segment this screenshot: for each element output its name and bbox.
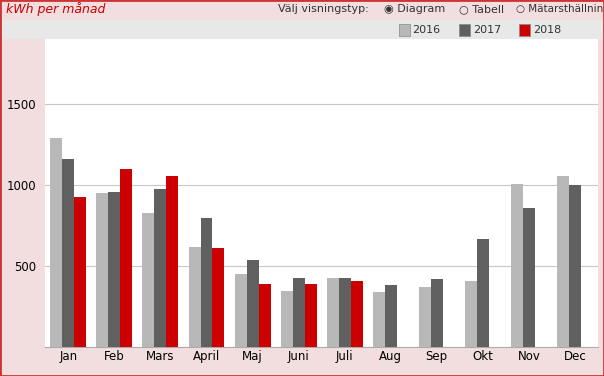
Bar xyxy=(399,24,410,36)
Bar xyxy=(351,281,362,347)
Bar xyxy=(519,24,530,36)
Bar xyxy=(465,281,477,347)
Bar xyxy=(259,284,271,347)
Text: 2016: 2016 xyxy=(413,25,441,35)
Bar xyxy=(511,184,523,347)
Text: 2017: 2017 xyxy=(473,25,501,35)
Bar xyxy=(143,213,155,347)
Bar xyxy=(155,190,167,347)
Bar xyxy=(419,287,431,347)
Bar xyxy=(120,169,132,347)
Bar xyxy=(557,176,569,347)
Bar xyxy=(569,185,581,347)
Bar xyxy=(201,218,213,347)
Bar xyxy=(246,260,259,347)
Bar xyxy=(292,278,304,347)
Text: 2018: 2018 xyxy=(533,25,562,35)
Text: ◉ Diagram: ◉ Diagram xyxy=(384,4,445,14)
Text: ○ Tabell: ○ Tabell xyxy=(459,4,504,14)
Text: kWh per månad: kWh per månad xyxy=(6,2,106,16)
Bar xyxy=(50,138,62,347)
Bar xyxy=(477,239,489,347)
Bar xyxy=(213,248,225,347)
Bar xyxy=(339,278,351,347)
Bar xyxy=(167,176,178,347)
Bar xyxy=(304,284,316,347)
Bar xyxy=(327,278,339,347)
Bar xyxy=(385,285,397,347)
Bar xyxy=(281,291,292,347)
Bar xyxy=(108,192,120,347)
Text: ○ Mätarsthällningar: ○ Mätarsthällningar xyxy=(516,4,604,14)
Bar xyxy=(62,159,74,347)
Bar xyxy=(373,292,385,347)
Bar xyxy=(431,279,443,347)
Text: Välj visningstyp:: Välj visningstyp: xyxy=(278,4,368,14)
Bar xyxy=(234,274,246,347)
Bar xyxy=(97,193,108,347)
Bar xyxy=(74,197,86,347)
Bar xyxy=(188,247,201,347)
Bar xyxy=(523,208,535,347)
Bar xyxy=(459,24,470,36)
